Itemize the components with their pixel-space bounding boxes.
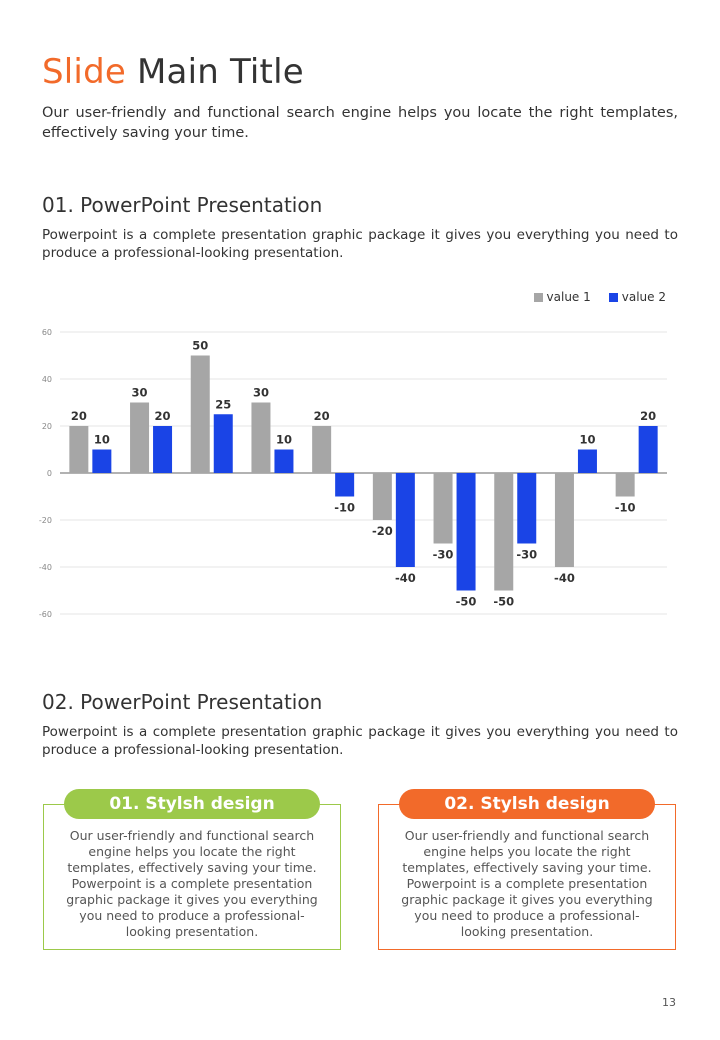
bar-value-2 bbox=[517, 473, 537, 544]
data-label: 50 bbox=[192, 339, 208, 353]
section-2-heading: 02. PowerPoint Presentation bbox=[42, 690, 323, 714]
bar-value-1 bbox=[251, 402, 271, 473]
bar-value-2 bbox=[577, 449, 597, 473]
data-label: 30 bbox=[253, 386, 269, 400]
slide-title: Slide Main Title bbox=[42, 52, 304, 92]
page-number: 13 bbox=[662, 996, 676, 1009]
legend-item-value-1: value 1 bbox=[533, 290, 591, 304]
data-label: -40 bbox=[554, 571, 575, 585]
bar-value-2 bbox=[153, 426, 173, 473]
intro-text: Our user-friendly and functional search … bbox=[42, 105, 678, 141]
bar-value-1 bbox=[494, 473, 514, 591]
y-tick-label: 40 bbox=[42, 375, 52, 384]
y-tick-label: -60 bbox=[39, 610, 52, 619]
bar-chart: 60 40 20 0 -20 -40 -60 20 30 50 30 20 -20 -30 -50 -40 -1… bbox=[39, 328, 667, 619]
slide-title-accent: Slide bbox=[42, 52, 126, 92]
data-label: -10 bbox=[615, 501, 636, 515]
bar-value-1 bbox=[433, 473, 453, 544]
data-label: -30 bbox=[516, 548, 537, 562]
card-1-text: Our user-friendly and functional search … bbox=[66, 828, 318, 939]
data-label: 10 bbox=[94, 433, 110, 447]
data-label: -40 bbox=[395, 571, 416, 585]
section-1-text: Powerpoint is a complete presentation gr… bbox=[42, 227, 678, 261]
y-tick-label: 60 bbox=[42, 328, 52, 337]
bar-value-2 bbox=[274, 449, 294, 473]
y-tick-label: -40 bbox=[39, 563, 52, 572]
bar-value-1 bbox=[69, 426, 89, 473]
section-2-text: Powerpoint is a complete presentation gr… bbox=[42, 724, 678, 758]
slide-title-rest: Main Title bbox=[137, 52, 304, 92]
bar-value-1 bbox=[372, 473, 392, 520]
card-1-title: 01. Stylsh design bbox=[64, 789, 320, 819]
bar-value-1 bbox=[190, 355, 210, 473]
data-label: 20 bbox=[155, 409, 171, 423]
y-tick-label: 20 bbox=[42, 422, 52, 431]
legend-item-value-2: value 2 bbox=[608, 290, 666, 304]
y-tick-label: -20 bbox=[39, 516, 52, 525]
bar-value-2 bbox=[456, 473, 476, 591]
data-label: 20 bbox=[314, 409, 330, 423]
card-2-text: Our user-friendly and functional search … bbox=[401, 828, 653, 939]
data-label: 30 bbox=[132, 386, 148, 400]
y-tick-label: 0 bbox=[47, 469, 52, 478]
card-2-title: 02. Stylsh design bbox=[399, 789, 655, 819]
data-label: -10 bbox=[334, 501, 355, 515]
bar-value-2 bbox=[213, 414, 233, 473]
bar-value-1 bbox=[312, 426, 332, 473]
legend-swatch-value-2 bbox=[608, 292, 618, 302]
bar-value-2 bbox=[395, 473, 415, 567]
data-label: -50 bbox=[456, 595, 477, 609]
bar-value-2 bbox=[92, 449, 112, 473]
bar-value-2 bbox=[638, 426, 658, 473]
section-1-heading: 01. PowerPoint Presentation bbox=[42, 193, 323, 217]
data-label: -20 bbox=[372, 524, 393, 538]
chart-legend: value 1 value 2 bbox=[533, 290, 666, 304]
bar-value-1 bbox=[554, 473, 574, 567]
legend-swatch-value-1 bbox=[533, 292, 543, 302]
data-label: 20 bbox=[640, 409, 656, 423]
legend-label-value-1: value 1 bbox=[546, 290, 591, 304]
bar-value-2 bbox=[335, 473, 355, 497]
data-label: -50 bbox=[493, 595, 514, 609]
bar-value-1 bbox=[130, 402, 150, 473]
data-label: -30 bbox=[433, 548, 454, 562]
data-label: 25 bbox=[215, 397, 231, 411]
data-label: 10 bbox=[276, 433, 292, 447]
data-label: 20 bbox=[71, 409, 87, 423]
bar-value-1 bbox=[615, 473, 635, 497]
data-label: 10 bbox=[579, 433, 595, 447]
legend-label-value-2: value 2 bbox=[621, 290, 666, 304]
